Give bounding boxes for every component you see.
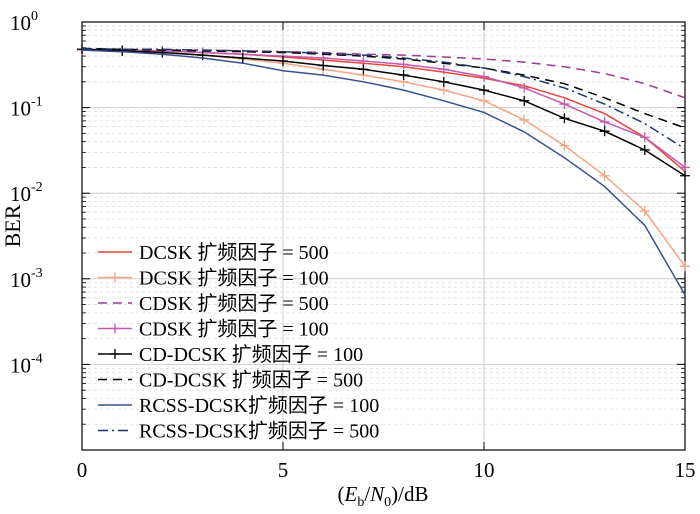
- legend-label-5: CD-DCSK 扩频因子 = 100: [139, 343, 363, 366]
- x-label-b-subscript: b: [357, 495, 364, 510]
- x-label-lparen: (: [337, 482, 344, 506]
- x-label-slash: /: [364, 482, 370, 506]
- series-2-point: [479, 95, 489, 106]
- series-4-point: [559, 99, 570, 110]
- series-line-4: [81, 48, 686, 169]
- legend-label-1: DCSK 扩频因子 = 500: [139, 241, 329, 264]
- y-tick-label: 100: [10, 9, 38, 35]
- legend-marker-4: [110, 323, 120, 334]
- series-5-point: [519, 95, 530, 106]
- legend-label-3: CDSK 扩频因子 = 500: [139, 292, 329, 315]
- legend-label-2: DCSK 扩频因子 = 100: [139, 267, 329, 290]
- x-tick-label: 15: [675, 458, 696, 482]
- series-line-8: [81, 47, 686, 150]
- series-5-point: [639, 144, 650, 155]
- legend-marker-2: [110, 272, 120, 283]
- x-label-n: N: [369, 482, 385, 506]
- grid-lines: [82, 22, 685, 451]
- series-2-point: [599, 170, 610, 181]
- y-tick-exponent: -2: [31, 180, 43, 195]
- series-5-point: [398, 70, 409, 81]
- series-4-point: [438, 64, 449, 75]
- plot-area-frame: [81, 21, 686, 451]
- legend-label-7: RCSS-DCSK扩频因子 = 100: [139, 394, 379, 417]
- series-5-point: [599, 126, 610, 137]
- series-2-point: [639, 205, 650, 216]
- series-5-point: [237, 52, 248, 63]
- y-tick-exponent: -4: [31, 351, 43, 366]
- y-tick-label: 10-2: [10, 180, 43, 206]
- series-5-point: [358, 64, 369, 75]
- x-tick-label: 10: [474, 458, 495, 482]
- series-5-point: [680, 170, 690, 181]
- y-tick-base: 10: [10, 11, 31, 35]
- legend-marker-5: [110, 349, 120, 359]
- x-label-zero-subscript: 0: [384, 495, 391, 510]
- x-label-e: E: [343, 482, 357, 506]
- series-4-point: [599, 116, 610, 127]
- x-label-unit: )/dB: [391, 482, 428, 506]
- y-axis-label: BER: [0, 204, 25, 247]
- axis-ticks: [81, 22, 686, 451]
- series-4-point: [479, 71, 489, 82]
- x-tick-labels: 0 5 10 15: [77, 458, 696, 482]
- x-tick-label: 0: [77, 458, 88, 482]
- y-tick-exponent: -3: [31, 266, 43, 281]
- series-5-point: [438, 76, 449, 87]
- series-2-point: [559, 140, 570, 151]
- series-2-point: [680, 261, 690, 272]
- series-5-point: [559, 113, 570, 124]
- y-tick-base: 10: [10, 353, 31, 377]
- x-tick-label: 5: [278, 458, 289, 482]
- y-tick-label: 10-1: [10, 95, 43, 121]
- x-axis-label: (Eb/N0)/dB: [337, 482, 428, 510]
- series-5-point: [479, 85, 489, 96]
- series-line-7: [81, 49, 686, 296]
- series-line-3: [82, 48, 686, 99]
- y-tick-label: 10-3: [10, 266, 43, 292]
- series-2-point: [519, 114, 530, 125]
- series-4-point: [639, 132, 650, 143]
- legend-label-8: RCSS-DCSK扩频因子 = 500: [139, 420, 379, 443]
- y-tick-base: 10: [10, 182, 31, 206]
- y-tick-exponent: -1: [31, 95, 43, 110]
- legend-label-6: CD-DCSK 扩频因子 = 500: [139, 369, 363, 392]
- series-5-point: [318, 60, 329, 71]
- y-tick-base: 10: [10, 97, 31, 121]
- series-line-5: [81, 48, 686, 177]
- y-tick-label: 10-4: [10, 351, 43, 377]
- series-4-point: [519, 82, 530, 93]
- y-tick-base: 10: [10, 268, 31, 292]
- series-5-point: [278, 56, 288, 67]
- series-line-6: [81, 47, 686, 129]
- series-4-point: [398, 59, 409, 70]
- y-tick-exponent: 0: [31, 9, 38, 24]
- series-layer: [77, 44, 690, 296]
- legend-label-4: CDSK 扩频因子 = 100: [139, 318, 329, 341]
